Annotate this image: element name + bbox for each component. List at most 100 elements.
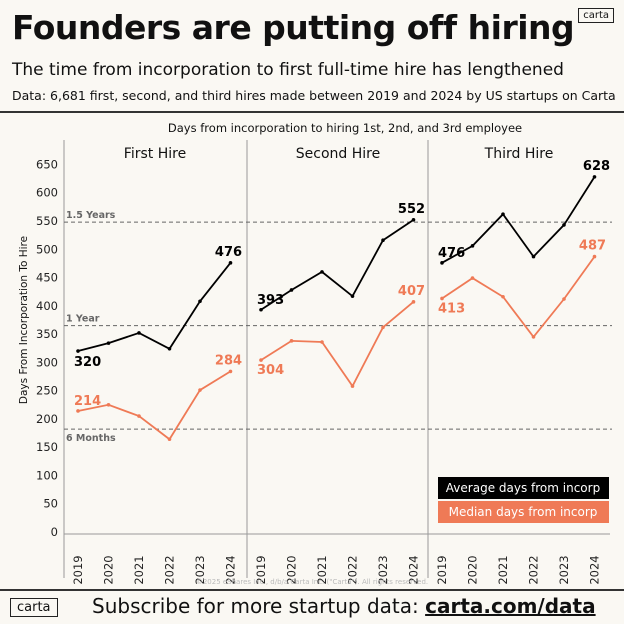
data-label: 214 bbox=[74, 394, 101, 409]
data-point bbox=[228, 369, 233, 374]
panel-title: First Hire bbox=[124, 146, 186, 162]
series-line-average bbox=[260, 219, 414, 311]
subscribe-text: Subscribe for more startup data: bbox=[92, 594, 426, 618]
y-tick-label: 600 bbox=[36, 186, 58, 200]
data-label: 320 bbox=[74, 355, 101, 370]
y-tick-label: 200 bbox=[36, 412, 58, 426]
x-tick-label: 2024 bbox=[588, 555, 602, 584]
y-tick-label: 250 bbox=[36, 384, 58, 398]
y-tick-label: 400 bbox=[36, 299, 58, 313]
y-tick-label: 450 bbox=[36, 271, 58, 285]
series-line-average bbox=[441, 176, 596, 264]
y-tick-label: 350 bbox=[36, 327, 58, 341]
data-point bbox=[470, 276, 475, 280]
y-tick-label: 150 bbox=[36, 440, 58, 454]
x-tick-label: 2021 bbox=[315, 555, 329, 584]
y-tick-label: 550 bbox=[36, 214, 58, 228]
data-point bbox=[440, 261, 444, 265]
x-tick-label: 2020 bbox=[285, 555, 299, 584]
data-point bbox=[320, 340, 324, 344]
carta-logo: carta bbox=[578, 8, 614, 23]
x-tick-label: 2021 bbox=[496, 555, 510, 584]
series-line-average bbox=[77, 262, 232, 352]
page-title: Founders are putting off hiring bbox=[12, 8, 575, 47]
data-label: 487 bbox=[579, 239, 606, 254]
reference-line-label: 1 Year bbox=[66, 314, 100, 325]
data-point bbox=[167, 437, 172, 442]
panel-title: Second Hire bbox=[296, 146, 380, 162]
data-point bbox=[562, 297, 566, 301]
series-line-median bbox=[441, 256, 596, 339]
reference-line-label: 1.5 Years bbox=[66, 210, 116, 221]
data-point bbox=[167, 346, 172, 351]
data-label: 552 bbox=[398, 202, 425, 217]
series-line-median bbox=[260, 301, 415, 388]
data-point bbox=[106, 402, 111, 407]
data-point bbox=[531, 254, 536, 259]
data-point bbox=[259, 307, 263, 312]
x-tick-label: 2023 bbox=[376, 555, 390, 584]
data-point bbox=[501, 294, 505, 299]
data-point bbox=[289, 339, 294, 343]
data-point bbox=[198, 299, 202, 304]
data-label: 407 bbox=[398, 284, 425, 299]
data-point bbox=[592, 254, 597, 259]
data-label: 304 bbox=[257, 363, 284, 378]
x-tick-label: 2020 bbox=[102, 555, 116, 584]
data-point bbox=[106, 341, 111, 345]
data-point bbox=[440, 296, 444, 301]
data-point bbox=[381, 238, 385, 243]
data-source-note: Data: 6,681 first, second, and third hir… bbox=[12, 88, 616, 103]
data-point bbox=[350, 294, 355, 298]
subscribe-banner: Subscribe for more startup data: carta.c… bbox=[92, 594, 596, 618]
data-point bbox=[76, 409, 80, 413]
subscribe-link[interactable]: carta.com/data bbox=[425, 594, 596, 618]
x-tick-label: 2019 bbox=[71, 555, 85, 584]
copyright-notice: ©2025 eShares Inc., d/b/a Carta Inc. ("C… bbox=[196, 578, 428, 586]
data-point bbox=[470, 244, 475, 248]
legend-entry: Median days from incorp bbox=[449, 505, 598, 519]
x-tick-label: 2019 bbox=[435, 555, 449, 584]
data-point bbox=[562, 223, 566, 227]
reference-line-label: 6 Months bbox=[66, 433, 116, 444]
x-tick-label: 2021 bbox=[132, 555, 146, 584]
data-point bbox=[381, 325, 385, 330]
series-line-median bbox=[77, 370, 231, 441]
data-point bbox=[259, 358, 263, 362]
data-point bbox=[411, 300, 416, 304]
y-tick-label: 100 bbox=[36, 468, 58, 482]
data-label: 393 bbox=[257, 293, 284, 308]
data-point bbox=[592, 175, 597, 179]
x-tick-label: 2022 bbox=[163, 555, 177, 584]
top-divider bbox=[0, 111, 624, 113]
y-tick-label: 0 bbox=[51, 525, 58, 539]
legend-swatch bbox=[438, 477, 609, 499]
x-tick-label: 2020 bbox=[466, 555, 480, 584]
legend-swatch bbox=[438, 501, 609, 523]
data-point bbox=[137, 414, 141, 418]
y-tick-label: 650 bbox=[36, 157, 58, 171]
y-axis-label: Days From Incorporation To Hire bbox=[18, 236, 30, 404]
y-tick-label: 500 bbox=[36, 242, 58, 256]
data-point bbox=[289, 288, 294, 292]
chart-title: Days from incorporation to hiring 1st, 2… bbox=[168, 121, 522, 135]
data-point bbox=[76, 349, 80, 353]
data-point bbox=[350, 384, 355, 388]
data-point bbox=[320, 270, 324, 274]
panel-title: Third Hire bbox=[484, 146, 554, 162]
x-tick-label: 2024 bbox=[224, 555, 238, 584]
x-tick-label: 2023 bbox=[193, 555, 207, 584]
x-tick-label: 2023 bbox=[557, 555, 571, 584]
data-point bbox=[501, 212, 505, 216]
y-tick-label: 50 bbox=[43, 497, 58, 511]
carta-footer-logo: carta bbox=[10, 598, 58, 617]
x-tick-label: 2024 bbox=[407, 555, 421, 584]
x-tick-label: 2019 bbox=[254, 555, 268, 584]
data-point bbox=[531, 335, 536, 339]
data-point bbox=[137, 331, 141, 335]
bottom-divider bbox=[0, 589, 624, 591]
data-label: 628 bbox=[583, 159, 610, 174]
y-tick-label: 300 bbox=[36, 355, 58, 369]
subtitle: The time from incorporation to first ful… bbox=[12, 60, 564, 80]
